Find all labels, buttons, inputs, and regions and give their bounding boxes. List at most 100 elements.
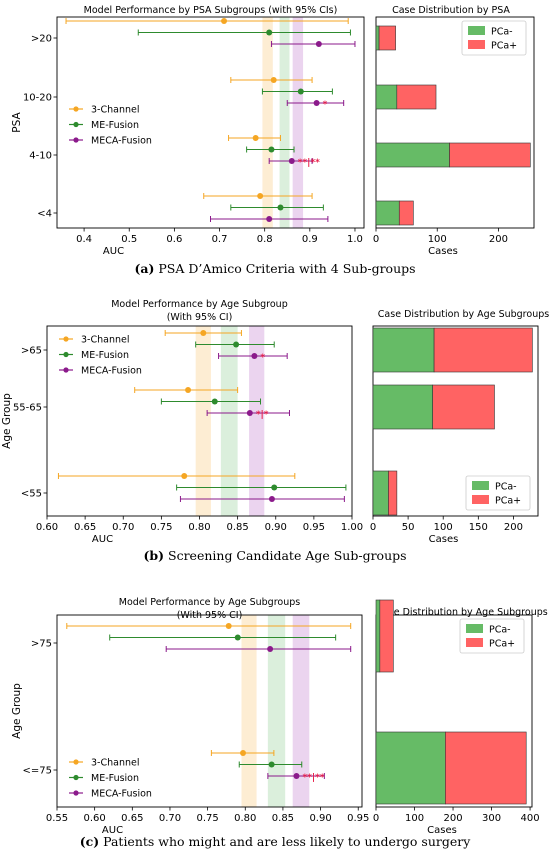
ci-point [286, 100, 345, 106]
ci-point [134, 387, 239, 393]
stacked-bar [388, 470, 398, 516]
x-tick-label: 100 [405, 813, 424, 824]
ci-point [230, 204, 324, 211]
x-tick-label: 150 [469, 522, 488, 533]
mean-marker [251, 353, 258, 359]
x-tick-label: 1.0 [347, 234, 363, 245]
legend-label: PCa- [491, 27, 513, 38]
plot-frame [56, 614, 363, 808]
significance-label: **|** [302, 773, 324, 783]
mean-marker [234, 634, 241, 641]
stacked-bar [375, 599, 381, 673]
mean-marker [315, 41, 322, 47]
x-tick-label: 0.60 [36, 522, 58, 533]
mean-marker [293, 773, 300, 779]
legend-marker [73, 121, 79, 128]
chart-title: Case Distribution by Age Subgroups [378, 309, 549, 320]
x-tick-label: 0.6 [166, 234, 182, 245]
stacked-bar [372, 470, 389, 516]
legend-label: PCa+ [489, 639, 515, 650]
legend-item: PCa- [466, 624, 511, 636]
significance-label: * [323, 100, 328, 110]
legend-swatch [466, 624, 483, 633]
legend-marker [73, 790, 79, 796]
ci-point [195, 341, 275, 348]
y-axis-label: PSA [11, 111, 23, 132]
plot-frame [56, 16, 365, 229]
legend-item: PCa+ [468, 40, 517, 52]
legend-item: MECA-Fusion [69, 136, 152, 147]
ci-point [160, 398, 261, 405]
x-tick-label: 0.75 [196, 813, 218, 824]
legend-item: MECA-Fusion [69, 789, 152, 800]
ci-point [210, 216, 329, 222]
x-tick-label: 0.85 [226, 522, 248, 533]
y-tick-label: <4 [37, 209, 52, 220]
mean-marker [277, 204, 284, 211]
legend-item: ME-Fusion [59, 350, 129, 361]
legend-marker [73, 774, 79, 781]
chart-subtitle: (With 95% CI) [167, 312, 233, 323]
x-tick-label: 200 [443, 813, 462, 824]
x-tick-label: 100 [428, 234, 447, 245]
x-axis-label: AUC [92, 534, 113, 545]
mean-marker [252, 135, 259, 141]
x-tick-label: 0.95 [303, 522, 325, 533]
ci-point [218, 353, 288, 359]
figure-caption: (b) Screening Candidate Age Sub-groups [143, 548, 406, 563]
legend-item: PCa- [468, 26, 513, 38]
mean-marker [268, 496, 275, 502]
ci-point [66, 623, 352, 629]
x-tick-label: 200 [504, 522, 523, 533]
x-tick-label: 0.5 [121, 234, 137, 245]
x-axis-label: AUC [102, 825, 123, 836]
figure-caption: (a) PSA D’Amico Criteria with 4 Sub-grou… [134, 261, 415, 276]
x-tick-label: 0.85 [272, 813, 294, 824]
mean-marker [268, 146, 275, 153]
x-tick-label: 100 [434, 522, 453, 533]
x-tick-label: 0.80 [188, 522, 210, 533]
x-tick-label: 0.90 [309, 813, 331, 824]
legend-label: MECA-Fusion [91, 789, 152, 800]
stacked-bar [372, 384, 433, 430]
cases-panel-c: Case Distribution by Age Subgroups 0 100 20… [373, 599, 548, 836]
stacked-bar [396, 84, 437, 110]
stacked-bar [379, 599, 394, 673]
stacked-bar [375, 25, 380, 51]
reference-band [292, 615, 310, 807]
chart-title: Case Distribution by PSA [392, 5, 510, 16]
x-tick-label: 0.70 [159, 813, 181, 824]
mean-marker [270, 77, 277, 83]
ci-point [267, 773, 325, 779]
stacked-bar [378, 25, 396, 51]
legend-label: 3-Channel [81, 335, 129, 346]
chart-title: Model Performance by Age Subgroups [119, 597, 301, 608]
x-tick-label: 0 [373, 234, 379, 245]
x-tick-label: 0.80 [234, 813, 256, 824]
plot-frame [375, 16, 535, 229]
x-tick-label: 0.90 [265, 522, 287, 533]
legend-item: PCa+ [466, 638, 515, 650]
significance-label: **|** [298, 158, 320, 168]
significance-label: * [260, 353, 265, 363]
y-tick-label: 55-65 [13, 403, 42, 414]
ci-point [228, 135, 281, 141]
ci-point [268, 158, 313, 164]
ci-point [203, 193, 313, 199]
x-axis-label: Cases [429, 534, 459, 545]
mean-marker [200, 330, 207, 336]
ci-point [109, 634, 337, 641]
caption-label: (a) [134, 261, 154, 276]
caption-label: (c) [80, 834, 99, 849]
x-tick-label: 0.9 [302, 234, 318, 245]
x-tick-label: 0.65 [121, 813, 143, 824]
legend-label: PCa+ [495, 496, 521, 507]
mean-marker [288, 158, 295, 164]
legend-marker [63, 351, 69, 358]
ci-point [238, 761, 303, 768]
ci-point [270, 41, 356, 47]
legend-label: MECA-Fusion [91, 136, 152, 147]
mean-marker [181, 473, 188, 479]
legend-label: PCa- [495, 482, 517, 493]
